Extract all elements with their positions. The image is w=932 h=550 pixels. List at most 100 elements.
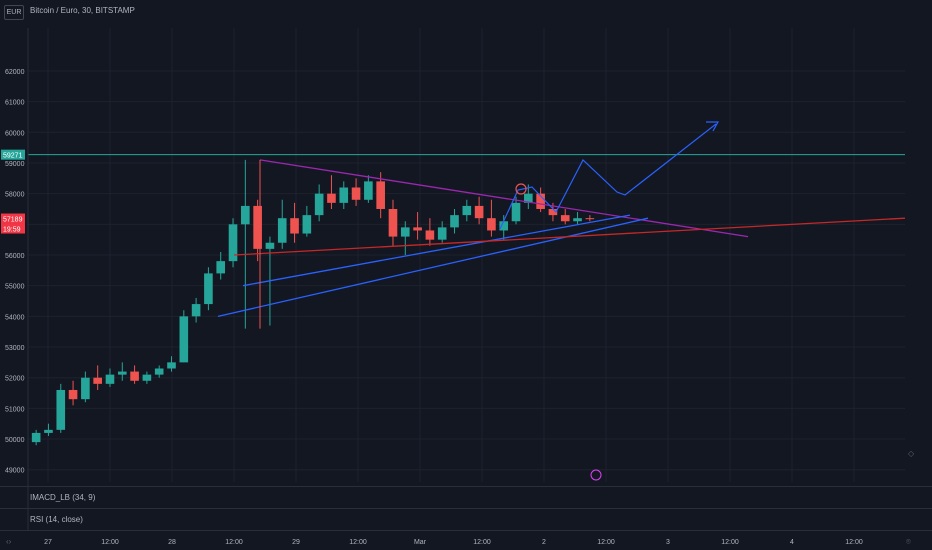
candle-body — [191, 304, 201, 317]
indicator-imacd-label[interactable]: IMACD_LB (34, 9) — [30, 493, 96, 502]
candle-body — [524, 193, 533, 203]
candle-body — [302, 215, 312, 234]
candle-body — [290, 218, 299, 234]
candle-body — [154, 368, 164, 375]
trendline — [217, 217, 649, 317]
candle-body — [56, 389, 66, 430]
y-tick-label: 60000 — [5, 130, 25, 137]
y-tick-label: 50000 — [5, 437, 25, 444]
candle-body — [548, 208, 558, 216]
candle-body — [253, 205, 262, 249]
price-tags: 59271 57189 19:59 — [1, 149, 25, 234]
candle-body — [462, 205, 472, 216]
price-tag-text: 57189 — [3, 217, 23, 224]
candle-body — [450, 215, 459, 228]
candle-body — [228, 224, 238, 262]
x-tick-label: Mar — [414, 539, 427, 546]
x-tick-label: 4 — [790, 539, 794, 546]
y-tick-label: 59000 — [5, 161, 25, 168]
y-tick-label: 51000 — [5, 406, 25, 413]
candle-body — [68, 389, 78, 400]
candle-body — [142, 374, 152, 381]
candle-body — [265, 242, 275, 249]
candle-body — [364, 181, 373, 200]
candle-body — [388, 208, 398, 237]
candle-body — [351, 187, 361, 200]
x-tick-label: 28 — [168, 539, 176, 546]
candles — [31, 159, 595, 446]
price-tag-text: 59271 — [3, 153, 23, 160]
timezone-icon[interactable]: ⌾ — [906, 537, 911, 546]
candle-body — [339, 187, 349, 203]
y-tick-label: 52000 — [5, 376, 25, 383]
y-tick-label: 58000 — [5, 192, 25, 199]
x-tick-label: 12:00 — [721, 539, 739, 546]
arrow-head — [706, 121, 720, 132]
y-tick-label: 62000 — [5, 69, 25, 76]
candle-body — [93, 377, 102, 384]
candle-body — [400, 227, 410, 237]
x-tick-label: 12:00 — [349, 539, 367, 546]
candle-body — [44, 429, 53, 433]
candle-body — [560, 215, 570, 222]
candle-body — [413, 227, 422, 231]
x-tick-label: 12:00 — [225, 539, 243, 546]
candle-body — [204, 273, 213, 305]
x-tick-label: 3 — [666, 539, 670, 546]
x-tick-label: 12:00 — [473, 539, 491, 546]
candle-body — [179, 316, 189, 363]
candle-body — [585, 218, 595, 220]
x-tick-label: 27 — [44, 539, 52, 546]
currency-button[interactable]: EUR — [4, 5, 24, 20]
candle-body — [105, 374, 115, 384]
candle-body — [536, 193, 545, 209]
lightning-icon — [590, 469, 602, 481]
y-tick-label: 61000 — [5, 100, 25, 107]
scroll-left-icon[interactable]: ‹› — [6, 537, 12, 546]
candle-body — [81, 377, 90, 400]
y-tick-label: 56000 — [5, 253, 25, 260]
highlight-circle — [515, 183, 527, 195]
price-tag-text: 19:59 — [3, 227, 21, 234]
y-tick-label: 49000 — [5, 468, 25, 475]
x-tick-label: 29 — [292, 539, 300, 546]
pane-separator — [0, 486, 932, 487]
x-axis: 27 12:00 28 12:00 29 12:00 Mar 12:00 2 12:00 3 12:0… — [44, 539, 863, 546]
trendline — [242, 214, 631, 287]
projection-path — [499, 123, 717, 230]
price-tag — [1, 213, 25, 224]
candle-body — [437, 227, 447, 240]
candle-body — [130, 371, 139, 381]
candle-body — [425, 230, 435, 240]
trendline — [259, 159, 749, 238]
scale-settings-icon[interactable]: ◇ — [908, 449, 915, 458]
grid — [28, 28, 905, 482]
y-tick-label: 54000 — [5, 314, 25, 321]
candle-body — [31, 432, 41, 443]
candle-body — [511, 202, 521, 222]
price-tag — [1, 149, 25, 160]
price-tag — [1, 223, 25, 234]
candle-body — [167, 362, 176, 369]
x-tick-label: 12:00 — [597, 539, 615, 546]
candle-body — [117, 371, 127, 375]
candle-body — [573, 218, 582, 222]
candle-body — [474, 205, 484, 219]
y-axis: 49000 50000 51000 52000 53000 54000 55000 56000… — [5, 28, 29, 530]
pane-separator — [0, 508, 932, 509]
x-tick-label: 12:00 — [101, 539, 119, 546]
x-tick-label: 12:00 — [845, 539, 863, 546]
candle-body — [216, 261, 226, 274]
y-tick-label: 53000 — [5, 345, 25, 352]
candle-body — [499, 221, 509, 231]
drawings — [217, 121, 906, 481]
candle-body — [277, 218, 287, 243]
candle-body — [487, 218, 496, 231]
indicator-rsi-label[interactable]: RSI (14, close) — [30, 515, 83, 524]
pane-separator — [0, 530, 932, 531]
candle-body — [376, 181, 385, 209]
trendline — [233, 217, 906, 256]
y-tick-label: 55000 — [5, 284, 25, 291]
candle-body — [241, 205, 250, 225]
